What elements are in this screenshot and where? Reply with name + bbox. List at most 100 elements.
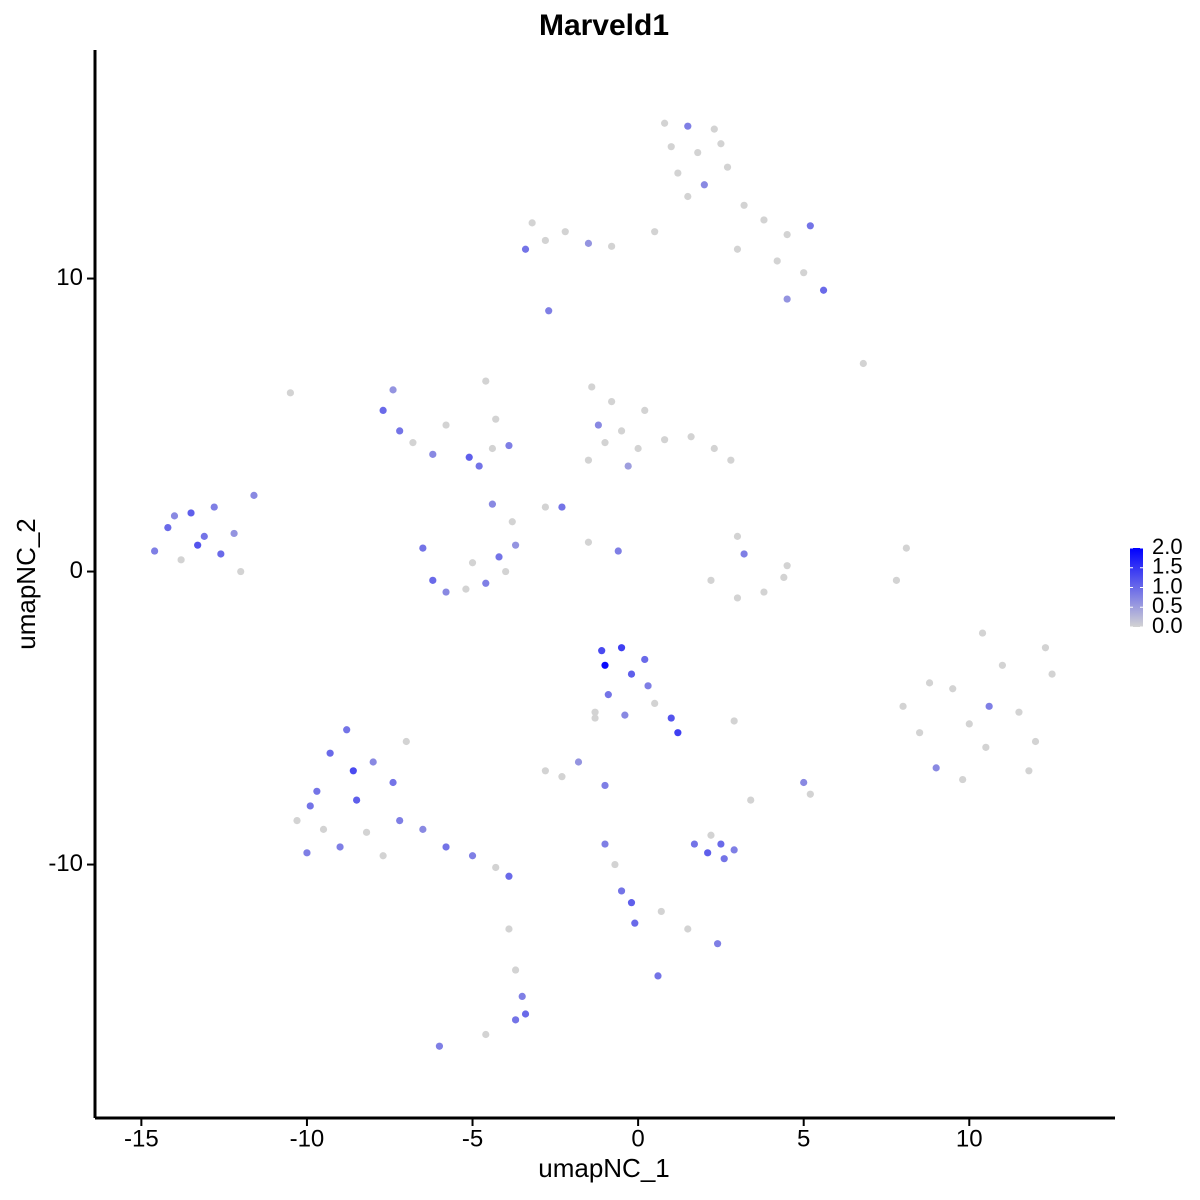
point [641, 406, 649, 414]
point [959, 775, 967, 784]
point [541, 767, 549, 775]
point [528, 219, 536, 227]
point [170, 512, 179, 520]
point [773, 257, 781, 265]
point [733, 245, 742, 253]
y-tick-label: -10 [48, 850, 83, 877]
point [747, 796, 755, 804]
point [435, 1042, 444, 1050]
point [429, 576, 437, 584]
point [932, 764, 940, 772]
point [627, 670, 636, 678]
point [541, 503, 549, 511]
colorbar-label: 0.0 [1152, 613, 1183, 638]
point [194, 541, 202, 549]
point [704, 849, 712, 857]
point [349, 767, 357, 775]
point [402, 737, 410, 746]
point [694, 148, 702, 157]
point [210, 503, 218, 511]
point [396, 427, 404, 435]
point [661, 436, 669, 444]
point [783, 230, 791, 239]
point [574, 758, 583, 766]
point [584, 239, 593, 247]
point [319, 825, 328, 833]
point [859, 359, 867, 368]
point [396, 817, 404, 825]
point [601, 781, 609, 790]
point [684, 192, 692, 201]
point [505, 441, 513, 450]
point [601, 661, 609, 669]
point [561, 228, 569, 236]
point [369, 758, 377, 766]
point [492, 415, 500, 423]
point [925, 679, 934, 687]
point [654, 972, 662, 980]
point [657, 907, 665, 916]
colorbar-label: 1.5 [1152, 554, 1183, 579]
point [511, 541, 520, 549]
x-tick-label: 10 [956, 1125, 983, 1152]
point [1048, 670, 1056, 678]
point [442, 843, 450, 851]
point [611, 860, 619, 869]
point [468, 559, 477, 567]
point [545, 307, 553, 315]
point [667, 143, 675, 151]
x-axis-label: umapNC_1 [538, 1153, 670, 1183]
point [899, 702, 907, 710]
point [326, 749, 334, 757]
point [1015, 708, 1023, 716]
point [584, 456, 593, 464]
point [353, 796, 361, 804]
point [541, 236, 549, 245]
point [505, 925, 513, 933]
point [687, 433, 695, 441]
colorbar [1130, 548, 1143, 627]
point [511, 966, 520, 974]
x-tick-label: 5 [797, 1125, 810, 1152]
point [690, 840, 699, 848]
point [379, 852, 387, 860]
point [644, 682, 652, 690]
point [621, 711, 629, 719]
point [760, 588, 768, 596]
point [250, 491, 258, 499]
point [740, 201, 748, 209]
point [641, 655, 649, 664]
point [200, 532, 208, 540]
point [614, 547, 622, 555]
point [617, 644, 626, 652]
point [187, 509, 195, 517]
point [710, 125, 718, 133]
point [707, 831, 715, 839]
point [713, 940, 722, 948]
point [733, 594, 742, 602]
point [505, 872, 513, 880]
point [998, 661, 1007, 669]
x-tick-label: 0 [631, 1125, 644, 1152]
point [684, 925, 692, 933]
point [674, 169, 682, 177]
point [684, 122, 692, 130]
point [806, 222, 814, 230]
point [468, 852, 477, 860]
points [151, 119, 1056, 1050]
point [419, 544, 427, 552]
point [1041, 644, 1050, 652]
point [217, 550, 225, 558]
point [800, 778, 808, 787]
point [293, 817, 301, 825]
point [442, 421, 450, 429]
point [720, 855, 728, 863]
point [624, 462, 632, 470]
x-tick-label: -5 [462, 1125, 483, 1152]
point [674, 729, 682, 737]
point [730, 846, 738, 854]
point [594, 421, 602, 429]
point [482, 579, 490, 587]
point [1031, 737, 1040, 746]
point [661, 119, 669, 127]
